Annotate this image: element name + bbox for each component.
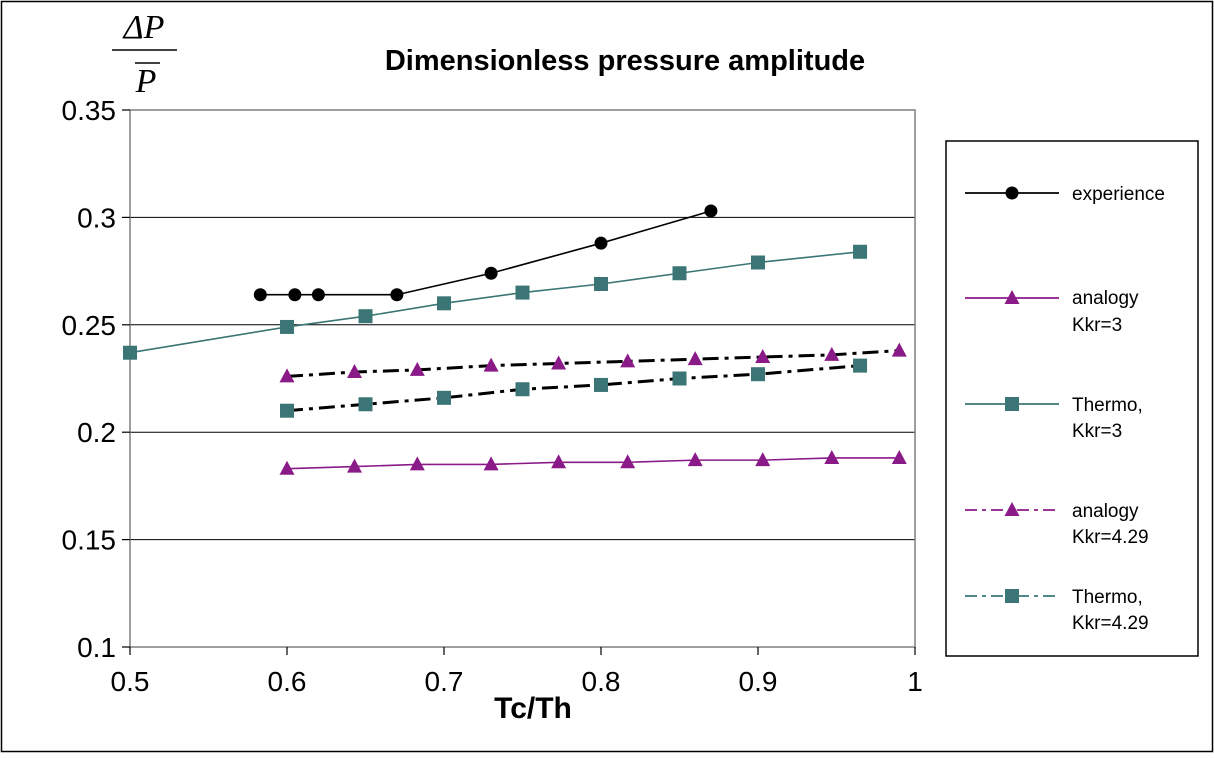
plot-area — [129, 109, 916, 648]
legend-box — [945, 140, 1199, 657]
series-group — [123, 204, 907, 475]
series-4-point-6 — [751, 367, 765, 382]
y-tick-label-0: 0.1 — [77, 632, 116, 663]
series-4-point-3 — [515, 382, 530, 397]
series-0-point-2 — [311, 288, 325, 302]
legend-label-0-0: experience — [1072, 184, 1165, 205]
series-1-point-5 — [620, 454, 636, 469]
x-tick-label-1: 0.6 — [268, 666, 307, 697]
legend-item-1: analogy Kkr=3 — [965, 288, 1139, 336]
x-tick-label-5: 1 — [907, 666, 923, 697]
series-2-point-7 — [751, 255, 765, 270]
y-axis-label: ΔP P — [112, 9, 177, 100]
series-4-point-5 — [672, 371, 687, 386]
series-2-point-6 — [672, 266, 687, 281]
legend-swatch-marker-3 — [1004, 502, 1020, 516]
series-4-point-2 — [437, 390, 451, 405]
x-tick-label-0: 0.5 — [111, 666, 150, 697]
series-4-point-4 — [594, 377, 608, 392]
series-3-line — [286, 349, 900, 378]
series-1-point-8 — [824, 449, 840, 464]
series-3-point-4 — [551, 355, 567, 370]
series-1-point-4 — [551, 454, 567, 469]
y-tick-label-3: 0.25 — [62, 310, 117, 341]
chart-title: Dimensionless pressure amplitude — [385, 45, 865, 77]
series-1-point-9 — [891, 449, 907, 464]
series-3-point-8 — [824, 346, 840, 361]
series-0-point-6 — [704, 204, 718, 218]
series-1 — [279, 449, 907, 475]
legend-item-3: analogy Kkr=4.29 — [965, 501, 1149, 548]
y-tick-label-1: 0.15 — [62, 525, 117, 556]
series-1-line — [286, 457, 900, 470]
legend-label-4-0: Thermo, — [1072, 587, 1143, 608]
x-axis-label: Tc/Th — [494, 692, 572, 725]
y-label-numerator: ΔP — [122, 9, 165, 46]
series-1-point-2 — [409, 456, 425, 471]
series-1-point-0 — [279, 460, 295, 475]
series-3-point-3 — [483, 357, 499, 372]
series-4 — [280, 358, 868, 418]
series-4-line — [286, 364, 861, 413]
legend-label-2-0: Thermo, — [1072, 395, 1143, 416]
series-2 — [123, 244, 868, 360]
series-4-point-7 — [853, 358, 868, 373]
legend-label-3-1: Kkr=4.29 — [1072, 527, 1149, 548]
x-ticks: 0.5 0.6 0.7 0.8 0.9 1 — [111, 647, 923, 697]
series-3-point-2 — [409, 361, 425, 376]
series-0-point-0 — [253, 288, 267, 302]
legend-item-2: Thermo, Kkr=3 — [965, 395, 1143, 442]
legend-swatch-marker-1 — [1004, 290, 1020, 304]
legend-label-1-1: Kkr=3 — [1072, 315, 1122, 336]
series-1-point-7 — [755, 452, 771, 467]
series-3-point-7 — [755, 349, 771, 364]
legend-label-2-1: Kkr=3 — [1072, 421, 1122, 442]
series-0-point-1 — [288, 288, 302, 302]
legend-swatch-marker-2 — [1005, 397, 1019, 411]
series-2-point-5 — [594, 276, 608, 291]
legend-item-0: experience — [965, 184, 1165, 205]
series-2-point-1 — [280, 319, 294, 334]
series-3-point-0 — [279, 368, 295, 383]
legend-swatch-marker-0 — [1005, 186, 1019, 200]
series-2-point-3 — [437, 296, 451, 311]
series-3-point-6 — [687, 351, 703, 366]
series-3-point-1 — [347, 364, 363, 379]
x-tick-label-3: 0.8 — [582, 666, 621, 697]
y-tick-label-4: 0.3 — [77, 202, 116, 233]
series-3-point-9 — [891, 342, 907, 357]
y-tick-label-2: 0.2 — [77, 417, 116, 448]
series-1-point-1 — [347, 458, 363, 473]
series-2-point-2 — [358, 309, 373, 324]
legend-item-4: Thermo, Kkr=4.29 — [965, 587, 1149, 634]
y-label-denominator: P — [135, 63, 157, 100]
grid-lines — [130, 216, 915, 541]
legend: experienceanalogyKkr=3Thermo,Kkr=3analog… — [965, 184, 1165, 634]
series-1-point-6 — [687, 452, 703, 467]
legend-label-4-1: Kkr=4.29 — [1072, 613, 1149, 634]
series-2-point-0 — [123, 345, 137, 360]
y-ticks: 0.1 0.15 0.2 0.25 0.3 0.35 — [62, 95, 130, 663]
y-tick-label-5: 0.35 — [62, 95, 117, 126]
x-tick-label-2: 0.7 — [425, 666, 464, 697]
series-0-point-5 — [594, 236, 608, 250]
series-2-point-4 — [515, 285, 530, 300]
series-2-point-8 — [853, 244, 868, 259]
series-3 — [279, 342, 907, 383]
series-0 — [253, 204, 718, 302]
legend-label-1-0: analogy — [1072, 288, 1139, 309]
series-0-point-3 — [390, 288, 404, 302]
series-1-point-3 — [483, 456, 499, 471]
legend-label-3-0: analogy — [1072, 501, 1139, 522]
series-3-point-5 — [620, 353, 636, 368]
series-4-point-0 — [280, 403, 294, 418]
series-4-point-1 — [358, 397, 373, 412]
x-tick-label-4: 0.9 — [739, 666, 778, 697]
legend-swatch-marker-4 — [1005, 589, 1019, 603]
series-0-point-4 — [484, 266, 498, 280]
